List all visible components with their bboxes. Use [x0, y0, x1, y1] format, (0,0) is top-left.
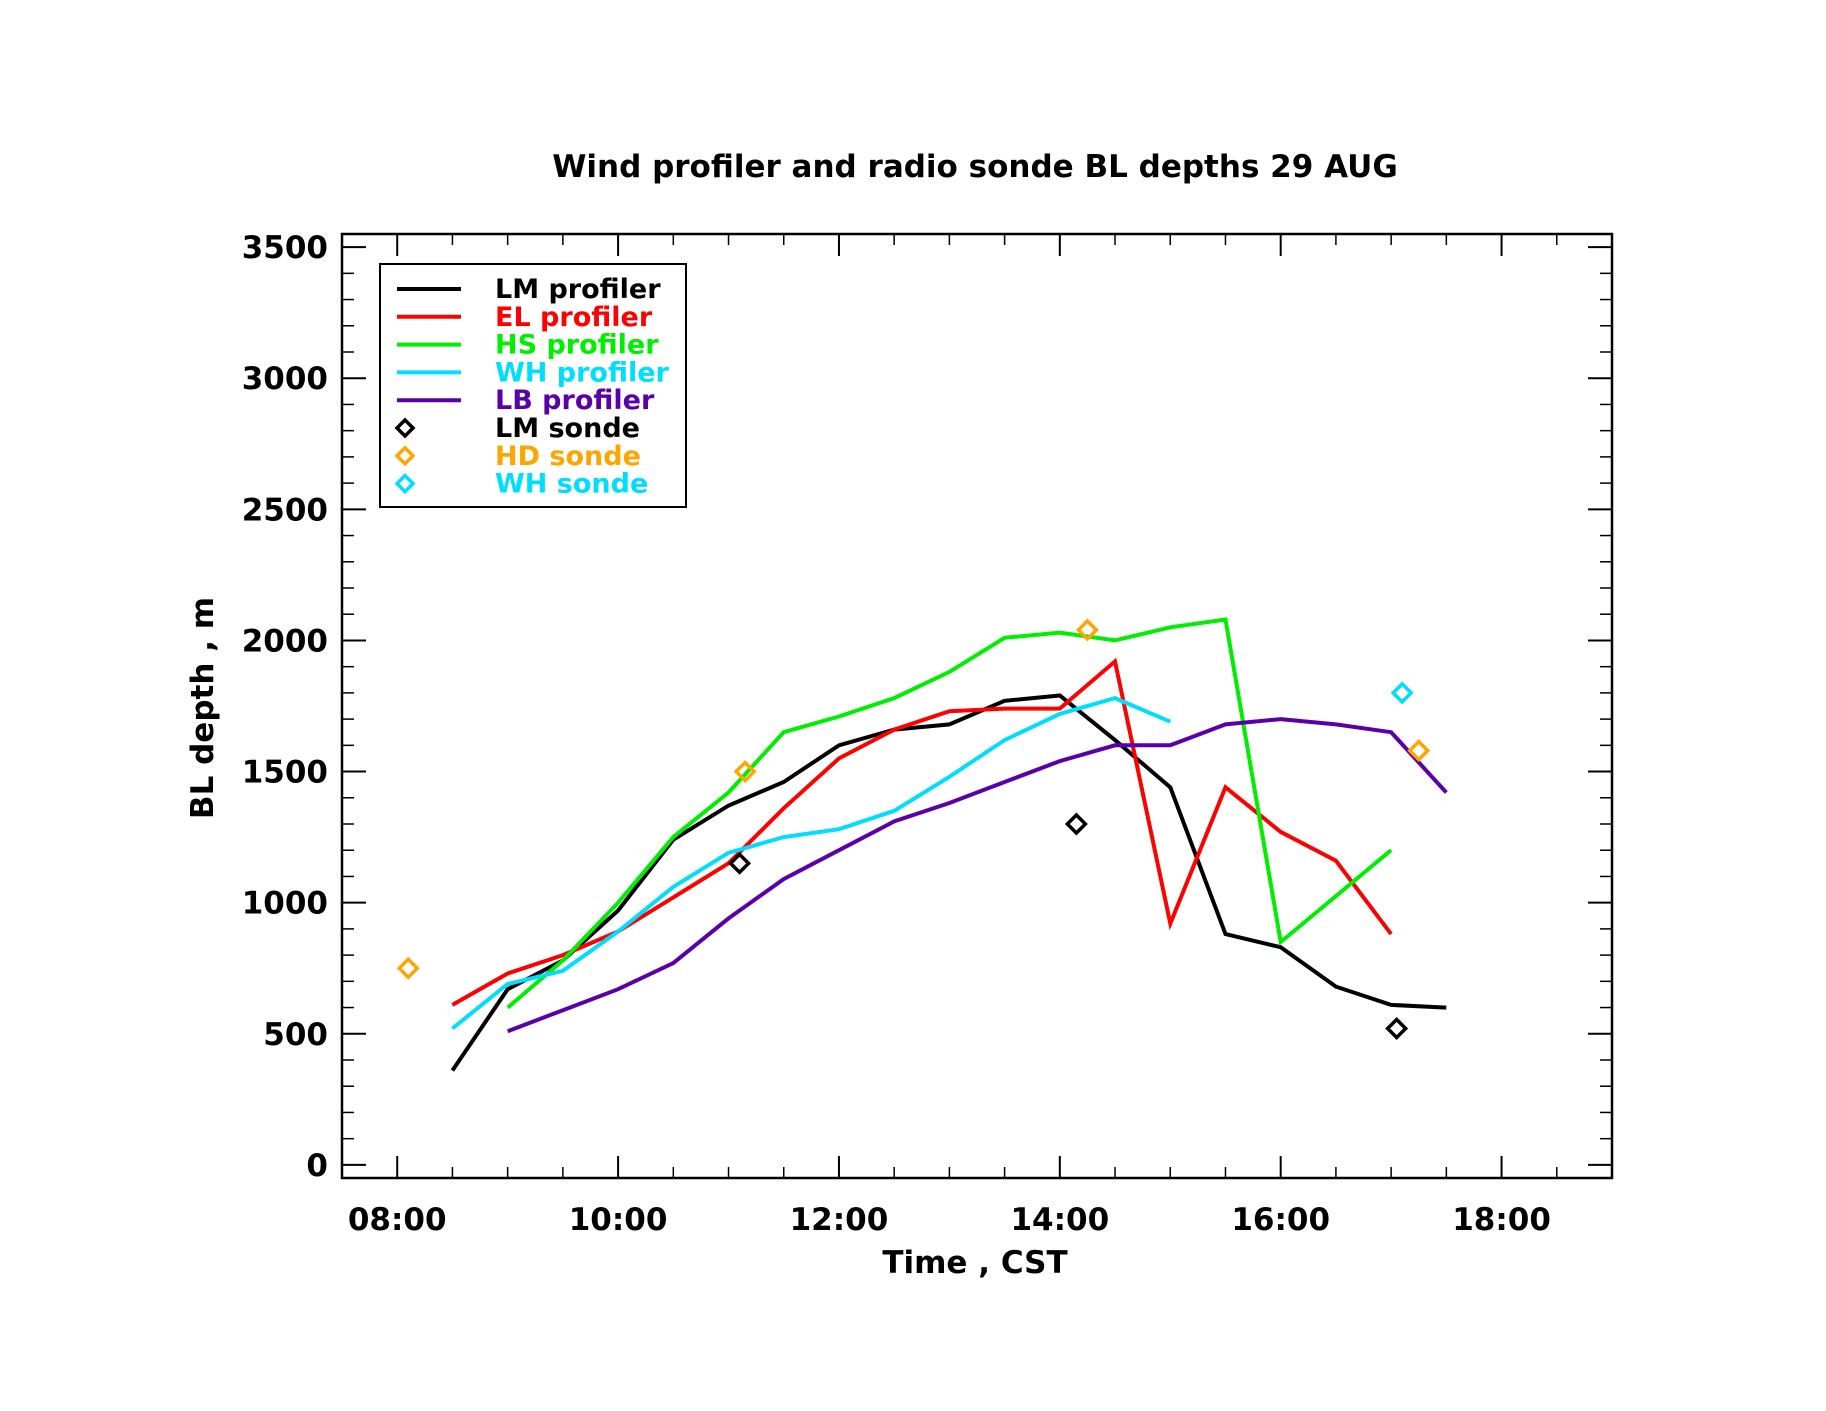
legend-swatch-lm-sonde — [394, 417, 416, 439]
marker-lm-sonde — [1064, 812, 1088, 836]
marker-lm-sonde — [728, 851, 752, 875]
y-tick-label: 3500 — [242, 230, 328, 266]
marker-hd-sonde — [733, 760, 757, 784]
y-tick-label: 500 — [263, 1017, 328, 1053]
y-tick-label: 1000 — [242, 886, 328, 922]
y-tick-label: 2000 — [242, 623, 328, 659]
chart-title: Wind profiler and radio sonde BL depths … — [552, 149, 1398, 185]
legend-label-hd-sonde: HD sonde — [495, 441, 641, 472]
y-tick-label: 2500 — [242, 492, 328, 528]
series-line-lm-profiler — [450, 693, 1447, 1072]
marker-lm-sonde — [1385, 1017, 1409, 1041]
marker-hd-sonde — [1075, 618, 1099, 642]
x-tick-label: 12:00 — [790, 1202, 889, 1238]
legend-label-wh-profiler: WH profiler — [495, 357, 670, 388]
series-line-wh-profiler — [451, 695, 1172, 1031]
legend-label-lm-sonde: LM sonde — [495, 413, 640, 444]
y-tick-label: 3000 — [242, 361, 328, 397]
legend-box — [379, 263, 687, 508]
x-tick-label: 16:00 — [1231, 1202, 1330, 1238]
series-layer — [396, 617, 1448, 1072]
series-line-el-profiler — [451, 657, 1393, 1007]
x-tick-label: 18:00 — [1452, 1202, 1551, 1238]
legend-label-wh-sonde: WH sonde — [495, 469, 648, 500]
y-tick-label: 1500 — [242, 755, 328, 791]
marker-wh-sonde — [1390, 681, 1414, 705]
x-tick-label: 14:00 — [1010, 1202, 1109, 1238]
axis-ticks — [341, 234, 1613, 1178]
legend-label-lm-profiler: LM profiler — [495, 274, 661, 305]
legend-label-el-profiler: EL profiler — [495, 302, 653, 333]
series-line-lb-profiler — [506, 717, 1448, 1034]
y-tick-label: 0 — [306, 1148, 328, 1184]
plot-frame — [340, 232, 1614, 1180]
axis-tick-labels: 08:00 10:00 12:00 14:00 16:00 18:00 0 500 1000 15… — [242, 230, 1551, 1238]
y-axis-label: BL depth , m — [185, 597, 221, 819]
series-line-hs-profiler — [506, 617, 1393, 1010]
legend-swatch-hd-sonde — [394, 445, 416, 467]
x-axis-label: Time , CST — [882, 1245, 1067, 1281]
marker-hd-sonde — [1407, 739, 1431, 763]
legend-label-hs-profiler: HS profiler — [495, 330, 659, 361]
legend-swatch-wh-sonde — [394, 473, 416, 495]
x-tick-label: 10:00 — [569, 1202, 668, 1238]
legend-label-lb-profiler: LB profiler — [495, 385, 655, 416]
x-tick-label: 08:00 — [348, 1202, 447, 1238]
marker-hd-sonde — [396, 956, 420, 980]
